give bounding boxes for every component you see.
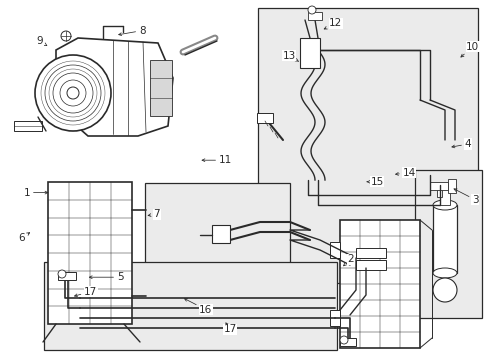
Text: 7: 7 <box>148 209 160 219</box>
Bar <box>330 242 340 258</box>
Text: 2: 2 <box>343 254 354 266</box>
Bar <box>308 12 322 20</box>
Text: 3: 3 <box>454 189 479 205</box>
Bar <box>340 338 356 346</box>
Bar <box>212 225 230 243</box>
Text: 11: 11 <box>202 155 232 165</box>
Text: 6: 6 <box>19 233 30 243</box>
Bar <box>433 205 457 273</box>
Text: 10: 10 <box>461 42 479 57</box>
Bar <box>150 60 172 116</box>
Bar <box>415 170 482 318</box>
Bar <box>257 113 273 123</box>
Text: 15: 15 <box>367 177 384 187</box>
Text: 16: 16 <box>185 299 213 315</box>
Bar <box>258 8 478 283</box>
Bar <box>356 248 386 258</box>
Bar <box>48 182 132 324</box>
Text: 5: 5 <box>89 272 123 282</box>
Bar <box>300 38 320 68</box>
Circle shape <box>308 6 316 14</box>
Circle shape <box>53 73 93 113</box>
Text: 9: 9 <box>37 36 47 46</box>
Bar <box>44 262 337 350</box>
Bar <box>340 220 420 348</box>
Text: 1: 1 <box>24 188 48 198</box>
Ellipse shape <box>433 268 457 278</box>
Bar <box>356 260 386 270</box>
Text: 4: 4 <box>452 139 471 149</box>
Bar <box>58 272 76 280</box>
Text: 8: 8 <box>119 26 146 36</box>
Bar <box>437 189 442 197</box>
Text: 17: 17 <box>223 323 237 334</box>
Bar <box>145 183 290 267</box>
Bar <box>430 182 448 190</box>
Bar <box>330 310 340 326</box>
Circle shape <box>433 278 457 302</box>
Bar <box>448 179 456 193</box>
Text: 13: 13 <box>282 51 299 62</box>
Circle shape <box>340 336 348 344</box>
Ellipse shape <box>433 200 457 210</box>
Text: 14: 14 <box>395 168 416 178</box>
Circle shape <box>61 31 71 41</box>
Text: 17: 17 <box>74 287 98 297</box>
Bar <box>14 121 42 131</box>
Circle shape <box>58 270 66 278</box>
Circle shape <box>67 87 79 99</box>
Text: 12: 12 <box>324 18 343 29</box>
Polygon shape <box>56 38 173 136</box>
Circle shape <box>35 55 111 131</box>
Bar <box>440 189 450 205</box>
